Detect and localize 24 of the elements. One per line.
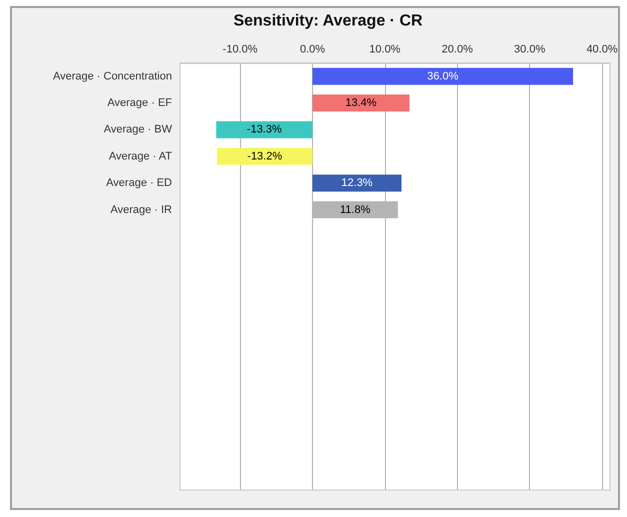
x-tick-label: 20.0% bbox=[442, 44, 474, 56]
y-tick-label: Average · Concentration bbox=[52, 70, 172, 82]
y-tick-label: Average · BW bbox=[104, 124, 173, 136]
y-tick-label: Average · EF bbox=[107, 97, 172, 110]
x-tick-label: 30.0% bbox=[514, 44, 546, 56]
x-tick-label: 10.0% bbox=[369, 44, 401, 56]
bar bbox=[312, 94, 410, 112]
x-tick-label: -10.0% bbox=[222, 44, 258, 56]
y-tick-label: Average · ED bbox=[106, 177, 172, 190]
x-tick-label: 40.0% bbox=[586, 44, 618, 56]
data-label: -13.3% bbox=[246, 124, 282, 136]
bar bbox=[312, 68, 574, 85]
bar bbox=[312, 174, 402, 192]
data-label: 13.4% bbox=[345, 97, 377, 110]
data-label: 36.0% bbox=[427, 70, 459, 82]
data-label: -13.2% bbox=[247, 150, 282, 162]
data-label: 12.3% bbox=[341, 177, 373, 190]
chart-title: Sensitivity: Average · CR bbox=[233, 12, 423, 30]
y-tick-label: Average · IR bbox=[110, 204, 172, 216]
x-tick-label: 0.0% bbox=[300, 44, 326, 56]
data-label: 11.8% bbox=[340, 204, 371, 216]
bar bbox=[216, 121, 312, 138]
y-tick-label: Average · AT bbox=[108, 150, 172, 162]
bar bbox=[216, 148, 312, 165]
